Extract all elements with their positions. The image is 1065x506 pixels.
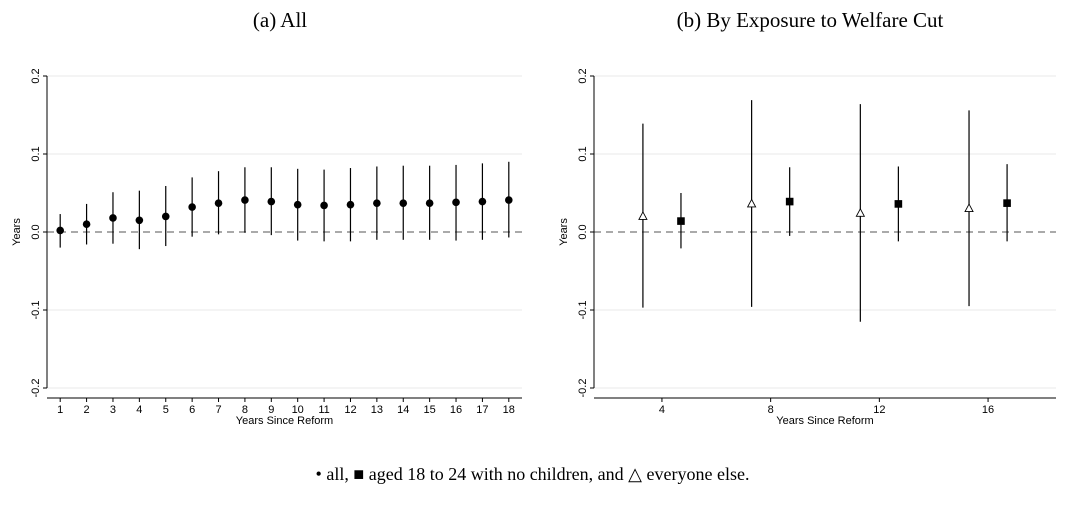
point-estimate-circle xyxy=(399,199,408,207)
x-axis-label: Years Since Reform xyxy=(236,415,333,427)
x-tick-label: 12 xyxy=(873,404,885,416)
x-tick-label: 18 xyxy=(503,404,515,416)
point-estimate-circle xyxy=(373,199,381,207)
y-tick-label: 0.1 xyxy=(30,146,42,161)
x-tick-label: 4 xyxy=(659,404,665,416)
point-estimate-circle xyxy=(135,216,144,225)
panel-a-title: (a) All xyxy=(252,8,308,32)
point-estimate-triangle xyxy=(638,210,648,220)
point-estimate-square xyxy=(1003,199,1011,207)
point-estimate-circle xyxy=(82,220,91,228)
y-axis-label: Years xyxy=(11,218,23,246)
point-estimate-circle xyxy=(320,201,328,210)
point-estimate-circle xyxy=(241,196,249,204)
point-estimate-circle xyxy=(452,198,460,207)
y-tick-label: 0.2 xyxy=(577,68,589,83)
point-estimate-circle xyxy=(109,214,117,222)
point-estimate-triangle xyxy=(855,207,866,217)
point-estimate-triangle xyxy=(964,203,974,213)
x-tick-label: 7 xyxy=(215,404,221,416)
x-tick-label: 16 xyxy=(450,404,462,416)
x-tick-label: 10 xyxy=(292,404,304,416)
point-estimate-circle xyxy=(505,196,513,204)
y-tick-label: -0.1 xyxy=(577,301,589,320)
x-tick-label: 1 xyxy=(57,404,63,416)
point-estimate-square xyxy=(894,200,903,208)
point-estimate-triangle xyxy=(746,198,757,208)
x-tick-label: 5 xyxy=(163,404,169,416)
x-tick-label: 17 xyxy=(476,404,488,416)
x-tick-label: 9 xyxy=(268,404,274,416)
y-axis-label: Years xyxy=(558,218,570,246)
panel-b-title: (b) By Exposure to Welfare Cut xyxy=(676,8,944,32)
x-tick-label: 2 xyxy=(84,404,90,416)
point-estimate-circle xyxy=(425,199,434,207)
legend-caption: • all, ■ aged 18 to 24 with no children,… xyxy=(315,464,750,484)
x-axis-label: Years Since Reform xyxy=(776,415,873,427)
x-tick-label: 8 xyxy=(242,404,248,416)
y-tick-label: 0.0 xyxy=(30,224,42,239)
point-estimate-circle xyxy=(214,199,223,207)
point-estimate-circle xyxy=(161,212,170,221)
x-tick-label: 16 xyxy=(982,404,994,416)
x-tick-label: 12 xyxy=(344,404,356,416)
point-estimate-square xyxy=(677,217,685,225)
point-estimate-circle xyxy=(478,197,487,206)
x-tick-label: 4 xyxy=(136,404,142,416)
x-tick-label: 15 xyxy=(424,404,436,416)
y-tick-label: 0.2 xyxy=(30,68,42,83)
point-estimate-circle xyxy=(267,197,276,206)
y-tick-label: -0.2 xyxy=(30,379,42,398)
point-estimate-circle xyxy=(188,203,196,211)
y-tick-label: 0.1 xyxy=(577,146,589,161)
y-tick-label: 0.0 xyxy=(577,224,589,239)
point-estimate-circle xyxy=(346,200,355,209)
x-tick-label: 3 xyxy=(110,404,116,416)
x-tick-label: 11 xyxy=(318,404,329,416)
x-tick-label: 6 xyxy=(189,404,195,416)
point-estimate-circle xyxy=(56,226,64,235)
y-tick-label: -0.2 xyxy=(577,379,589,398)
x-tick-label: 8 xyxy=(768,404,774,416)
x-tick-label: 14 xyxy=(397,404,409,416)
y-tick-label: -0.1 xyxy=(30,301,42,320)
panel-b-plot: -0.2 -0.1 0.0 0.1 0.2 Years 4 8 12 16 Years Since … xyxy=(558,68,1056,427)
point-estimate-circle xyxy=(293,200,302,209)
point-estimate-square xyxy=(785,197,794,206)
x-tick-label: 13 xyxy=(371,404,383,416)
